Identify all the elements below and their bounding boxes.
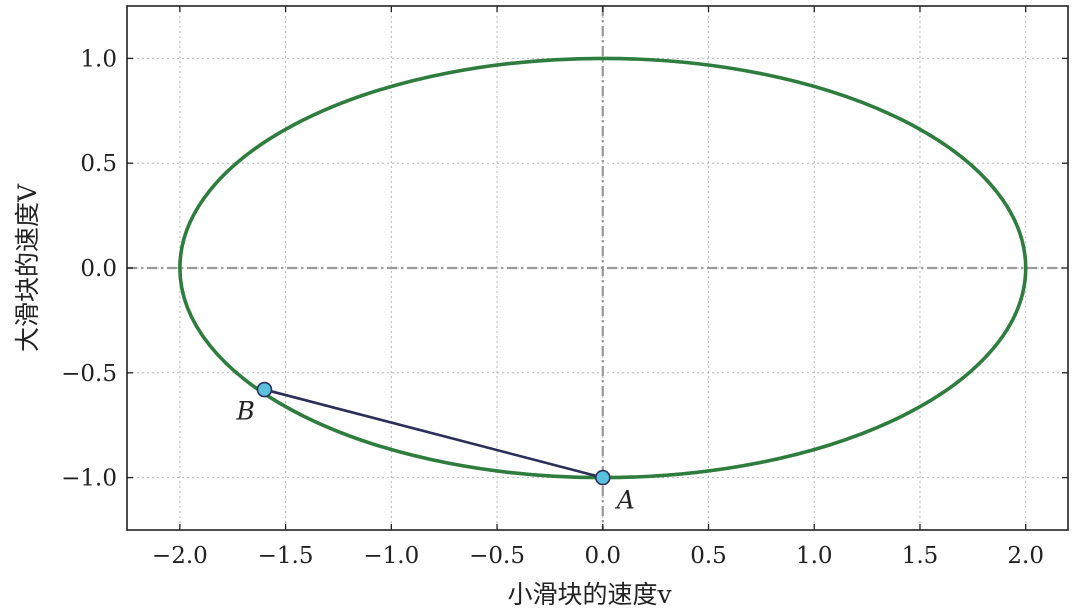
x-tick-label: −1.0 xyxy=(363,543,419,569)
x-axis-title: 小滑块的速度v xyxy=(507,580,672,609)
x-tick-label: 0.0 xyxy=(584,543,621,569)
x-tick-label: 1.0 xyxy=(796,543,833,569)
points: AB xyxy=(235,381,635,515)
y-tick-label: 0.0 xyxy=(80,256,117,282)
y-tick-label: −0.5 xyxy=(61,361,117,387)
ticks: −2.0 −1.5 −1.0 −0.5 0.0 0.5 1.0 1.5 2.0 1.0 0.5 0.0… xyxy=(61,6,1068,569)
plot-frame xyxy=(126,5,1069,531)
point-label-a: A xyxy=(615,486,635,515)
x-tick-label: 0.5 xyxy=(690,543,727,569)
point-label-b: B xyxy=(235,397,254,426)
reference-lines xyxy=(127,6,1068,530)
x-tick-label: −2.0 xyxy=(152,543,208,569)
x-tick-label: 1.5 xyxy=(902,543,939,569)
y-tick-label: −1.0 xyxy=(61,466,117,492)
x-tick-label: −1.5 xyxy=(258,543,314,569)
point-b xyxy=(256,381,273,398)
point-a xyxy=(594,469,611,486)
segment-a-b xyxy=(264,388,604,479)
y-axis-title: 大滑块的速度V xyxy=(13,183,42,352)
y-tick-label: 0.5 xyxy=(80,151,117,177)
x-tick-label: −0.5 xyxy=(469,543,525,569)
x-tick-label: 2.0 xyxy=(1007,543,1044,569)
y-tick-label: 1.0 xyxy=(80,46,117,72)
